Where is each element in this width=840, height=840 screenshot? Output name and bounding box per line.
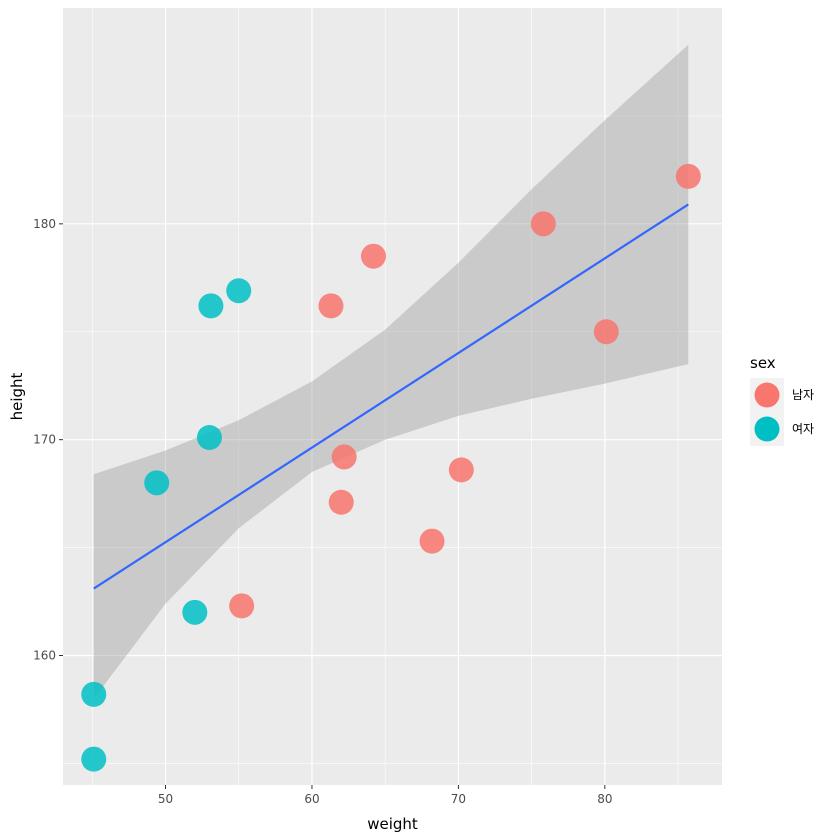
x-tick-label: 70 (451, 792, 466, 806)
grid-lines (63, 8, 722, 785)
data-point (318, 293, 344, 319)
data-point (331, 444, 357, 470)
data-point (593, 319, 619, 345)
data-point (675, 163, 701, 189)
x-axis-title: weight (367, 815, 418, 833)
legend-entry-label: 여자 (792, 422, 814, 436)
data-point (360, 243, 386, 269)
data-point (198, 293, 224, 319)
axes: 50 60 70 80 160 170 180 (33, 217, 612, 806)
data-point (448, 457, 474, 483)
confidence-ribbon-group (93, 44, 689, 699)
data-point (229, 593, 255, 619)
data-point (328, 489, 354, 515)
data-point (144, 470, 170, 496)
data-point (419, 528, 445, 554)
data-points (81, 163, 701, 772)
legend-key-swatch (754, 382, 780, 408)
x-tick-label: 50 (158, 792, 173, 806)
x-tick-label: 80 (597, 792, 612, 806)
data-point (81, 681, 107, 707)
data-point (196, 425, 222, 451)
data-point (530, 211, 556, 237)
data-point (182, 599, 208, 625)
legend-title: sex (750, 354, 776, 372)
legend-entry-label: 남자 (792, 388, 814, 402)
y-tick-label: 170 (33, 433, 56, 447)
y-axis-title: height (8, 372, 26, 420)
legend-key-swatch (754, 416, 780, 442)
regression-line-group (93, 203, 689, 590)
y-tick-label: 180 (33, 217, 56, 231)
confidence-ribbon (93, 44, 689, 699)
x-tick-label: 60 (304, 792, 319, 806)
regression-line (93, 203, 689, 590)
data-point (81, 746, 107, 772)
data-point (226, 278, 252, 304)
y-tick-label: 160 (33, 649, 56, 663)
